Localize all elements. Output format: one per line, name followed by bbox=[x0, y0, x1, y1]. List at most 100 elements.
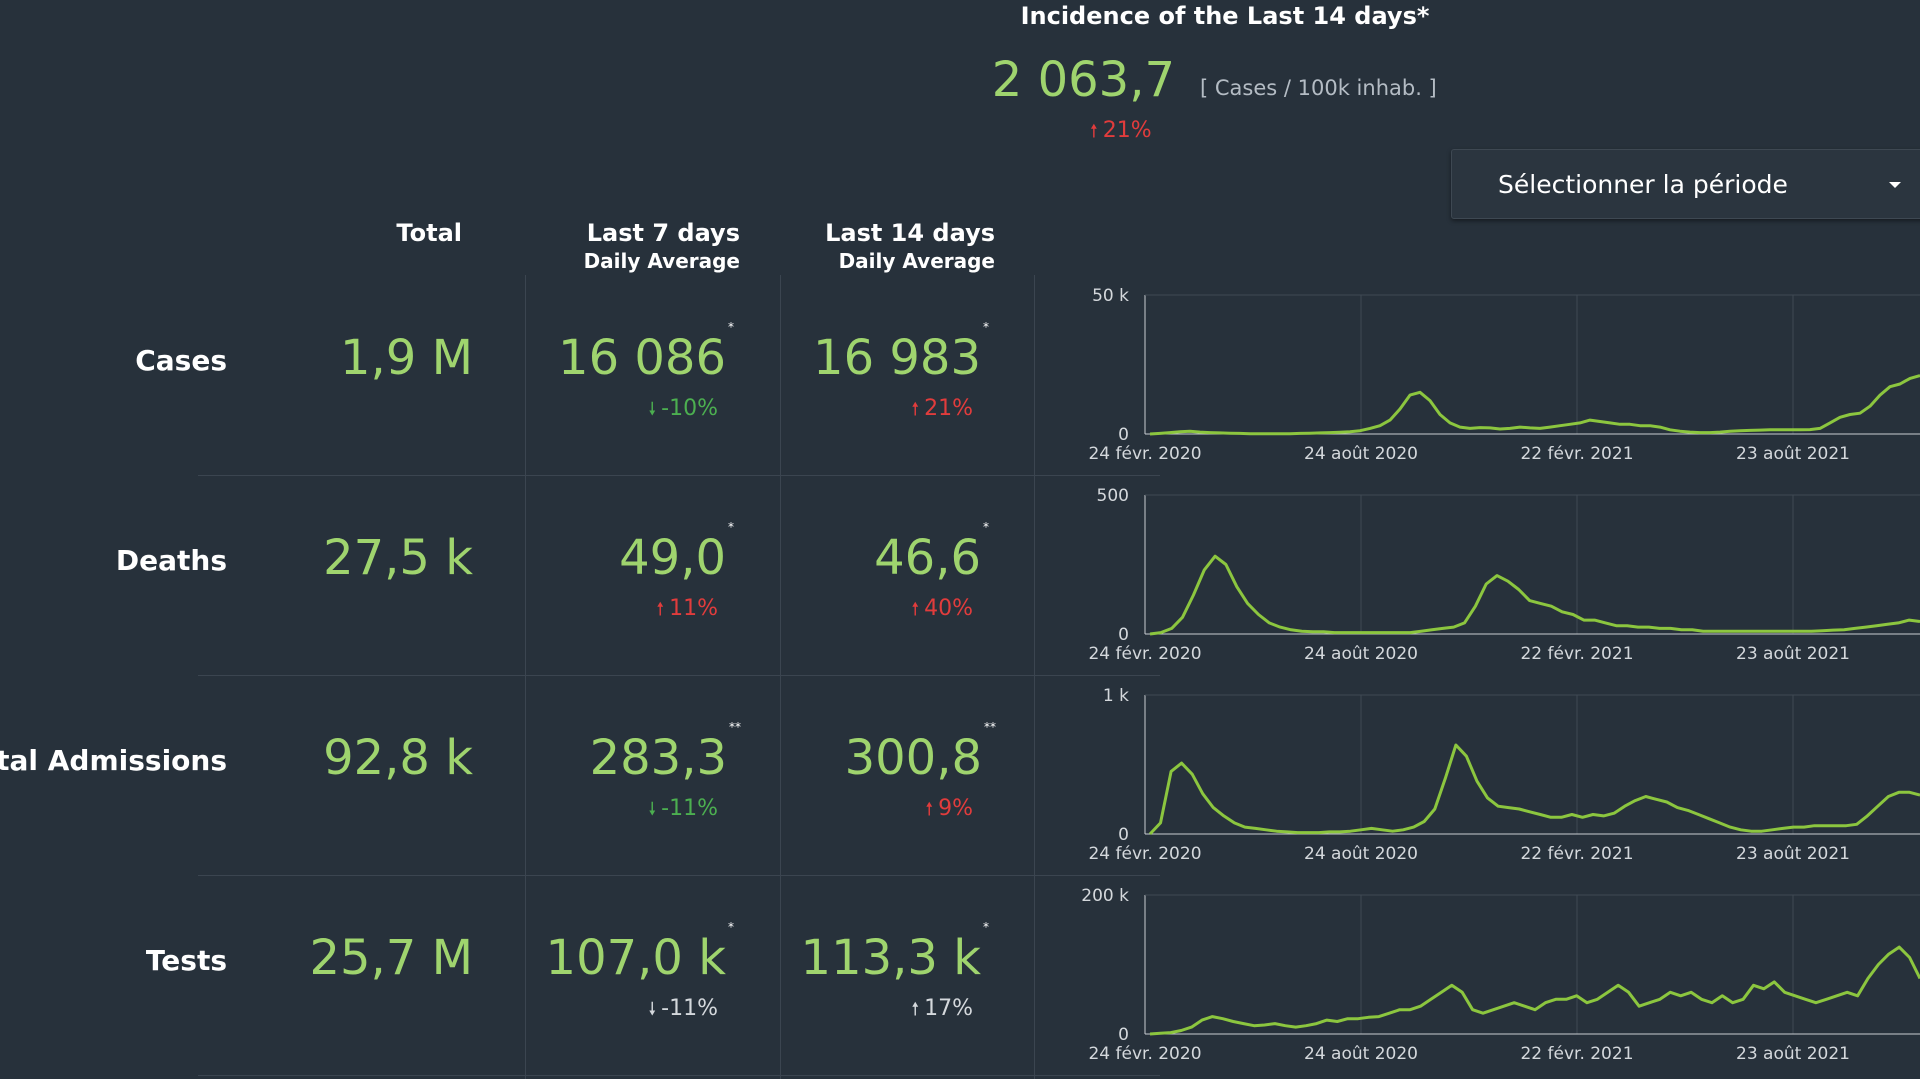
column-divider bbox=[780, 275, 781, 1079]
last14-change-value: 21% bbox=[924, 396, 973, 421]
footnote-mark: ** bbox=[729, 720, 741, 734]
x-tick-label: 24 févr. 2020 bbox=[1088, 1044, 1201, 1064]
y-tick-label: 0 bbox=[1118, 1025, 1129, 1045]
y-tick-label: 0 bbox=[1118, 825, 1129, 845]
period-select-dropdown[interactable]: Sélectionner la période bbox=[1451, 149, 1920, 219]
row-label-deaths: Deaths bbox=[115, 544, 227, 577]
total-value-hospital-admissions: 92,8 k bbox=[323, 730, 473, 786]
x-tick-label: 22 févr. 2021 bbox=[1520, 844, 1633, 864]
arrow-down-icon: 🠗 bbox=[648, 999, 657, 1020]
last14-value-cases: 16 983* bbox=[813, 320, 989, 386]
arrow-up-icon: 🠕 bbox=[911, 599, 920, 620]
cases-trend-chart: 50 k 024 févr. 2020 24 août 2020 22 févr. 2… bbox=[1088, 286, 1920, 464]
last7-number: 283,3 bbox=[589, 730, 727, 786]
period-select-label: Sélectionner la période bbox=[1498, 170, 1788, 199]
last14-change-value: 40% bbox=[924, 596, 973, 621]
x-tick-label: 23 août 2021 bbox=[1736, 444, 1850, 464]
arrow-down-icon: 🠗 bbox=[648, 399, 657, 420]
x-tick-label: 23 août 2021 bbox=[1736, 1044, 1850, 1064]
row-divider bbox=[198, 475, 1160, 476]
deaths-trend-chart: 500 024 févr. 2020 24 août 2020 22 févr. 20… bbox=[1088, 486, 1920, 664]
last14-change-hospital-admissions: 🠕 9% bbox=[925, 796, 973, 827]
footnote-mark: * bbox=[983, 920, 989, 934]
last7-change-value: -10% bbox=[661, 396, 718, 421]
last14-change-tests: 🠕 17% bbox=[911, 996, 973, 1027]
row-divider bbox=[198, 1075, 1160, 1076]
last14-change-value: 17% bbox=[924, 996, 973, 1021]
caret-down-icon bbox=[1889, 182, 1901, 188]
column-divider bbox=[525, 275, 526, 1079]
total-value-deaths: 27,5 k bbox=[323, 530, 473, 586]
last7-change-value: 11% bbox=[669, 596, 718, 621]
incidence-unit: [ Cases / 100k inhab. ] bbox=[1200, 76, 1437, 100]
last7-value-deaths: 49,0* bbox=[619, 520, 734, 586]
column-header-last7: Last 7 days Daily Average bbox=[490, 219, 740, 273]
last14-value-deaths: 46,6* bbox=[874, 520, 989, 586]
last14-number: 113,3 k bbox=[800, 930, 981, 986]
last14-number: 16 983 bbox=[813, 330, 981, 386]
last7-change-cases: 🠗 -10% bbox=[648, 396, 718, 427]
series-line bbox=[1148, 743, 1920, 836]
row-label-tests: Tests bbox=[145, 944, 227, 977]
column-total-label: Total bbox=[396, 219, 462, 247]
column-last7-label: Last 7 days bbox=[586, 219, 740, 247]
row-divider bbox=[198, 875, 1160, 876]
column-divider bbox=[1034, 275, 1035, 1079]
column-last14-label: Last 14 days bbox=[825, 219, 995, 247]
x-tick-label: 24 févr. 2020 bbox=[1088, 844, 1201, 864]
incidence-change: 🠕 21% bbox=[1090, 118, 1152, 149]
column-header-last14: Last 14 days Daily Average bbox=[745, 219, 995, 273]
last14-change-deaths: 🠕 40% bbox=[911, 596, 973, 627]
footnote-mark: * bbox=[728, 320, 734, 334]
column-last7-sublabel: Daily Average bbox=[583, 249, 740, 273]
hospital-admissions-trend-chart: 1 k 024 févr. 2020 24 août 2020 22 févr. 20… bbox=[1088, 686, 1920, 864]
last14-value-hospital-admissions: 300,8** bbox=[844, 720, 996, 786]
last7-change-value: -11% bbox=[661, 996, 718, 1021]
x-tick-label: 23 août 2021 bbox=[1736, 644, 1850, 664]
last7-change-value: -11% bbox=[661, 796, 718, 821]
footnote-mark: * bbox=[728, 920, 734, 934]
x-tick-label: 22 févr. 2021 bbox=[1520, 1044, 1633, 1064]
last7-change-deaths: 🠕 11% bbox=[656, 596, 718, 627]
incidence-change-value: 21% bbox=[1102, 118, 1152, 143]
row-label-cases: Cases bbox=[135, 344, 227, 377]
row-label-hospital-admissions: ospital Admissions bbox=[0, 744, 227, 777]
y-tick-label: 50 k bbox=[1092, 286, 1129, 306]
last14-change-cases: 🠕 21% bbox=[911, 396, 973, 427]
total-value-cases: 1,9 M bbox=[339, 330, 473, 386]
y-tick-label: 200 k bbox=[1081, 886, 1129, 906]
tests-trend-chart: 200 k 024 févr. 2020 24 août 2020 22 févr. … bbox=[1081, 886, 1920, 1064]
arrow-up-icon: 🠕 bbox=[1090, 121, 1098, 142]
arrow-up-icon: 🠕 bbox=[911, 399, 920, 420]
arrow-up-icon: 🠕 bbox=[925, 799, 934, 820]
last7-value-tests: 107,0 k* bbox=[545, 920, 734, 986]
incidence-value: 2 063,7 bbox=[991, 52, 1175, 108]
footnote-mark: * bbox=[728, 520, 734, 534]
y-tick-label: 0 bbox=[1118, 625, 1129, 645]
arrow-up-icon: 🠕 bbox=[656, 599, 665, 620]
last14-value-tests: 113,3 k* bbox=[800, 920, 989, 986]
last14-number: 300,8 bbox=[844, 730, 982, 786]
last7-number: 16 086 bbox=[558, 330, 726, 386]
last7-change-hospital-admissions: 🠗 -11% bbox=[648, 796, 718, 827]
x-tick-label: 24 août 2020 bbox=[1304, 844, 1418, 864]
x-tick-label: 23 août 2021 bbox=[1736, 844, 1850, 864]
x-tick-label: 24 août 2020 bbox=[1304, 1044, 1418, 1064]
last7-value-cases: 16 086* bbox=[558, 320, 734, 386]
y-tick-label: 500 bbox=[1097, 486, 1129, 506]
last14-change-value: 9% bbox=[938, 796, 973, 821]
x-tick-label: 24 août 2020 bbox=[1304, 644, 1418, 664]
footnote-mark: * bbox=[983, 320, 989, 334]
arrow-down-icon: 🠗 bbox=[648, 799, 657, 820]
series-line bbox=[1149, 374, 1920, 436]
last7-value-hospital-admissions: 283,3** bbox=[589, 720, 741, 786]
y-tick-label: 0 bbox=[1118, 425, 1129, 445]
row-divider bbox=[198, 675, 1160, 676]
y-tick-label: 1 k bbox=[1103, 686, 1129, 706]
x-tick-label: 22 févr. 2021 bbox=[1520, 444, 1633, 464]
column-header-total: Total bbox=[212, 219, 462, 247]
arrow-up-icon: 🠕 bbox=[911, 999, 920, 1020]
series-line bbox=[1149, 554, 1920, 636]
last7-number: 107,0 k bbox=[545, 930, 726, 986]
x-tick-label: 22 févr. 2021 bbox=[1520, 644, 1633, 664]
